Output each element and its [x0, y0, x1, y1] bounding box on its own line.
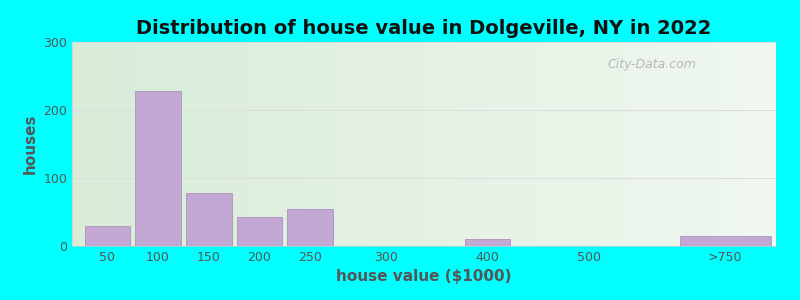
- Text: City-Data.com: City-Data.com: [607, 58, 696, 71]
- Bar: [85, 226, 130, 246]
- Bar: [135, 91, 181, 246]
- Bar: [465, 239, 510, 246]
- Bar: [680, 236, 771, 246]
- Title: Distribution of house value in Dolgeville, NY in 2022: Distribution of house value in Dolgevill…: [136, 19, 712, 38]
- Y-axis label: houses: houses: [22, 114, 38, 174]
- X-axis label: house value ($1000): house value ($1000): [336, 269, 512, 284]
- Bar: [287, 208, 333, 246]
- Bar: [186, 193, 231, 246]
- Bar: [237, 218, 282, 246]
